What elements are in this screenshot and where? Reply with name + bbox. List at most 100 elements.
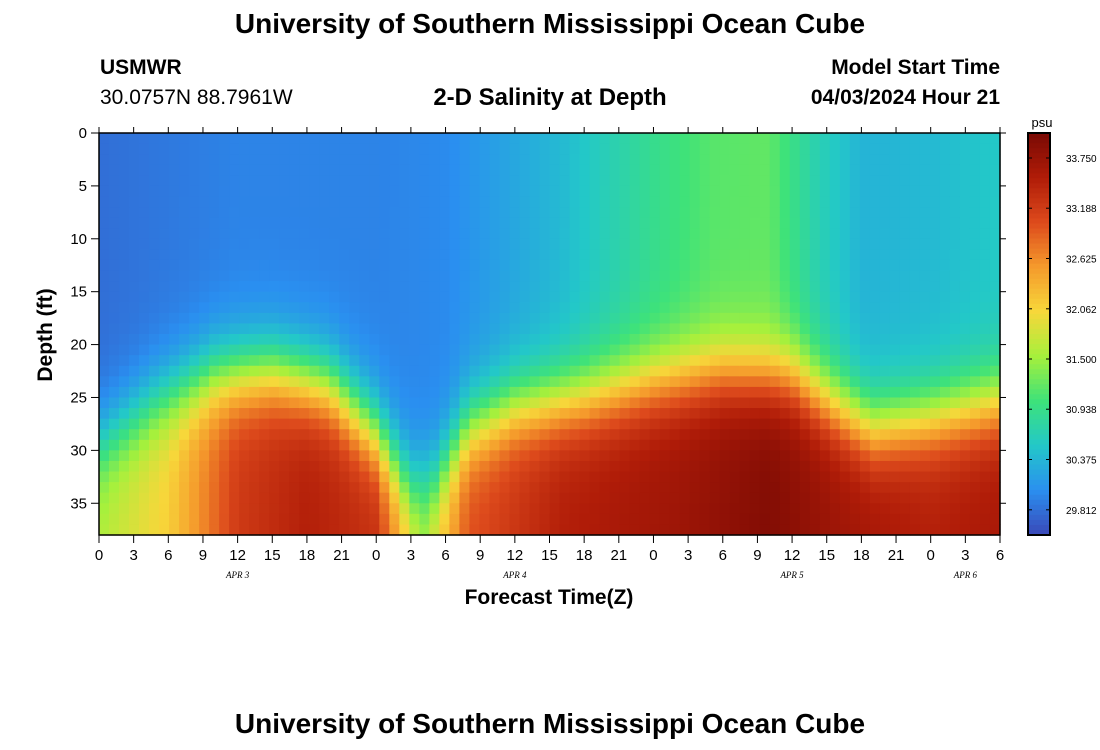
heatmap-cell	[119, 238, 130, 250]
heatmap-cell	[509, 164, 521, 176]
heatmap-cell	[319, 228, 330, 240]
heatmap-cell	[359, 334, 370, 346]
heatmap-cell	[819, 207, 831, 219]
heatmap-cell	[829, 249, 841, 261]
heatmap-cell	[879, 154, 891, 166]
heatmap-cell	[739, 513, 751, 526]
heatmap-cell	[129, 133, 140, 145]
heatmap-cell	[769, 471, 781, 483]
heatmap-cell	[519, 196, 531, 208]
heatmap-cell	[169, 185, 180, 198]
heatmap-cell	[979, 291, 991, 303]
heatmap-cell	[799, 164, 811, 176]
heatmap-cell	[799, 376, 811, 388]
heatmap-cell	[119, 429, 130, 441]
heatmap-cell	[489, 492, 501, 504]
colorbar-swatch	[1028, 394, 1050, 400]
heatmap-cell	[489, 291, 501, 303]
heatmap-cell	[269, 270, 280, 282]
heatmap-cell	[449, 323, 460, 335]
heatmap-cell	[859, 492, 871, 504]
heatmap-cell	[469, 217, 481, 229]
heatmap-cell	[719, 376, 731, 388]
x-tick-label: 3	[407, 547, 415, 564]
heatmap-cell	[739, 439, 751, 451]
heatmap-cell	[769, 439, 781, 451]
heatmap-cell	[329, 143, 340, 155]
heatmap-cell	[869, 429, 881, 441]
heatmap-cell	[309, 323, 320, 335]
heatmap-cell	[829, 492, 841, 504]
heatmap-cell	[419, 291, 430, 303]
heatmap-cell	[329, 450, 340, 462]
heatmap-cell	[649, 185, 661, 198]
heatmap-cell	[449, 492, 460, 504]
heatmap-cell	[539, 175, 551, 187]
heatmap-cell	[549, 397, 561, 409]
colorbar-swatch	[1028, 173, 1050, 179]
heatmap-cell	[919, 291, 931, 303]
heatmap-cell	[909, 365, 921, 377]
heatmap-cell	[389, 418, 400, 430]
heatmap-cell	[599, 439, 611, 451]
heatmap-cell	[639, 133, 651, 145]
heatmap-cell	[489, 323, 501, 335]
heatmap-cell	[259, 524, 270, 536]
heatmap-cell	[779, 418, 791, 430]
heatmap-cell	[309, 408, 320, 420]
heatmap-cell	[549, 503, 561, 515]
heatmap-cell	[99, 513, 110, 526]
heatmap-cell	[289, 460, 300, 473]
colorbar-tick-label: 32.062	[1066, 305, 1097, 316]
heatmap-cell	[159, 154, 170, 166]
heatmap-cell	[359, 291, 370, 303]
heatmap-cell	[319, 196, 330, 208]
heatmap-cell	[849, 185, 861, 198]
heatmap-cell	[139, 259, 150, 272]
heatmap-cell	[519, 460, 531, 473]
heatmap-cell	[529, 513, 541, 526]
heatmap-cell	[699, 302, 711, 314]
heatmap-cell	[519, 376, 531, 388]
heatmap-cell	[809, 450, 821, 462]
heatmap-cell	[839, 312, 851, 325]
heatmap-cell	[349, 429, 360, 441]
heatmap-cell	[919, 323, 931, 335]
heatmap-cell	[659, 196, 671, 208]
heatmap-cell	[909, 259, 921, 272]
heatmap-cell	[539, 429, 551, 441]
x-tick-label: 12	[229, 547, 246, 564]
heatmap-cell	[359, 228, 370, 240]
colorbar-swatch	[1028, 313, 1050, 320]
heatmap-cell	[339, 154, 350, 166]
heatmap-cell	[589, 344, 601, 356]
heatmap-cell	[219, 175, 230, 187]
heatmap-cell	[959, 503, 971, 515]
heatmap-cell	[129, 302, 140, 314]
heatmap-cell	[889, 439, 901, 451]
heatmap-cell	[649, 228, 661, 240]
heatmap-cell	[109, 439, 120, 451]
heatmap-cell	[549, 164, 561, 176]
heatmap-cell	[509, 524, 521, 536]
heatmap-cell	[139, 291, 150, 303]
date-label: APR 6	[953, 570, 978, 580]
heatmap-cell	[149, 408, 160, 420]
heatmap-cell	[669, 418, 681, 430]
heatmap-cell	[969, 524, 981, 536]
heatmap-cell	[329, 471, 340, 483]
heatmap-cell	[509, 270, 521, 282]
heatmap-cell	[489, 133, 501, 145]
heatmap-cell	[119, 291, 130, 303]
heatmap-cell	[619, 175, 631, 187]
heatmap-cell	[919, 386, 931, 399]
heatmap-cell	[429, 386, 440, 399]
heatmap-cell	[599, 344, 611, 356]
heatmap-cell	[129, 281, 140, 293]
heatmap-cell	[259, 439, 270, 451]
heatmap-cell	[799, 238, 811, 250]
heatmap-cell	[699, 249, 711, 261]
heatmap-cell	[889, 397, 901, 409]
heatmap-cell	[139, 376, 150, 388]
heatmap-cell	[869, 450, 881, 462]
